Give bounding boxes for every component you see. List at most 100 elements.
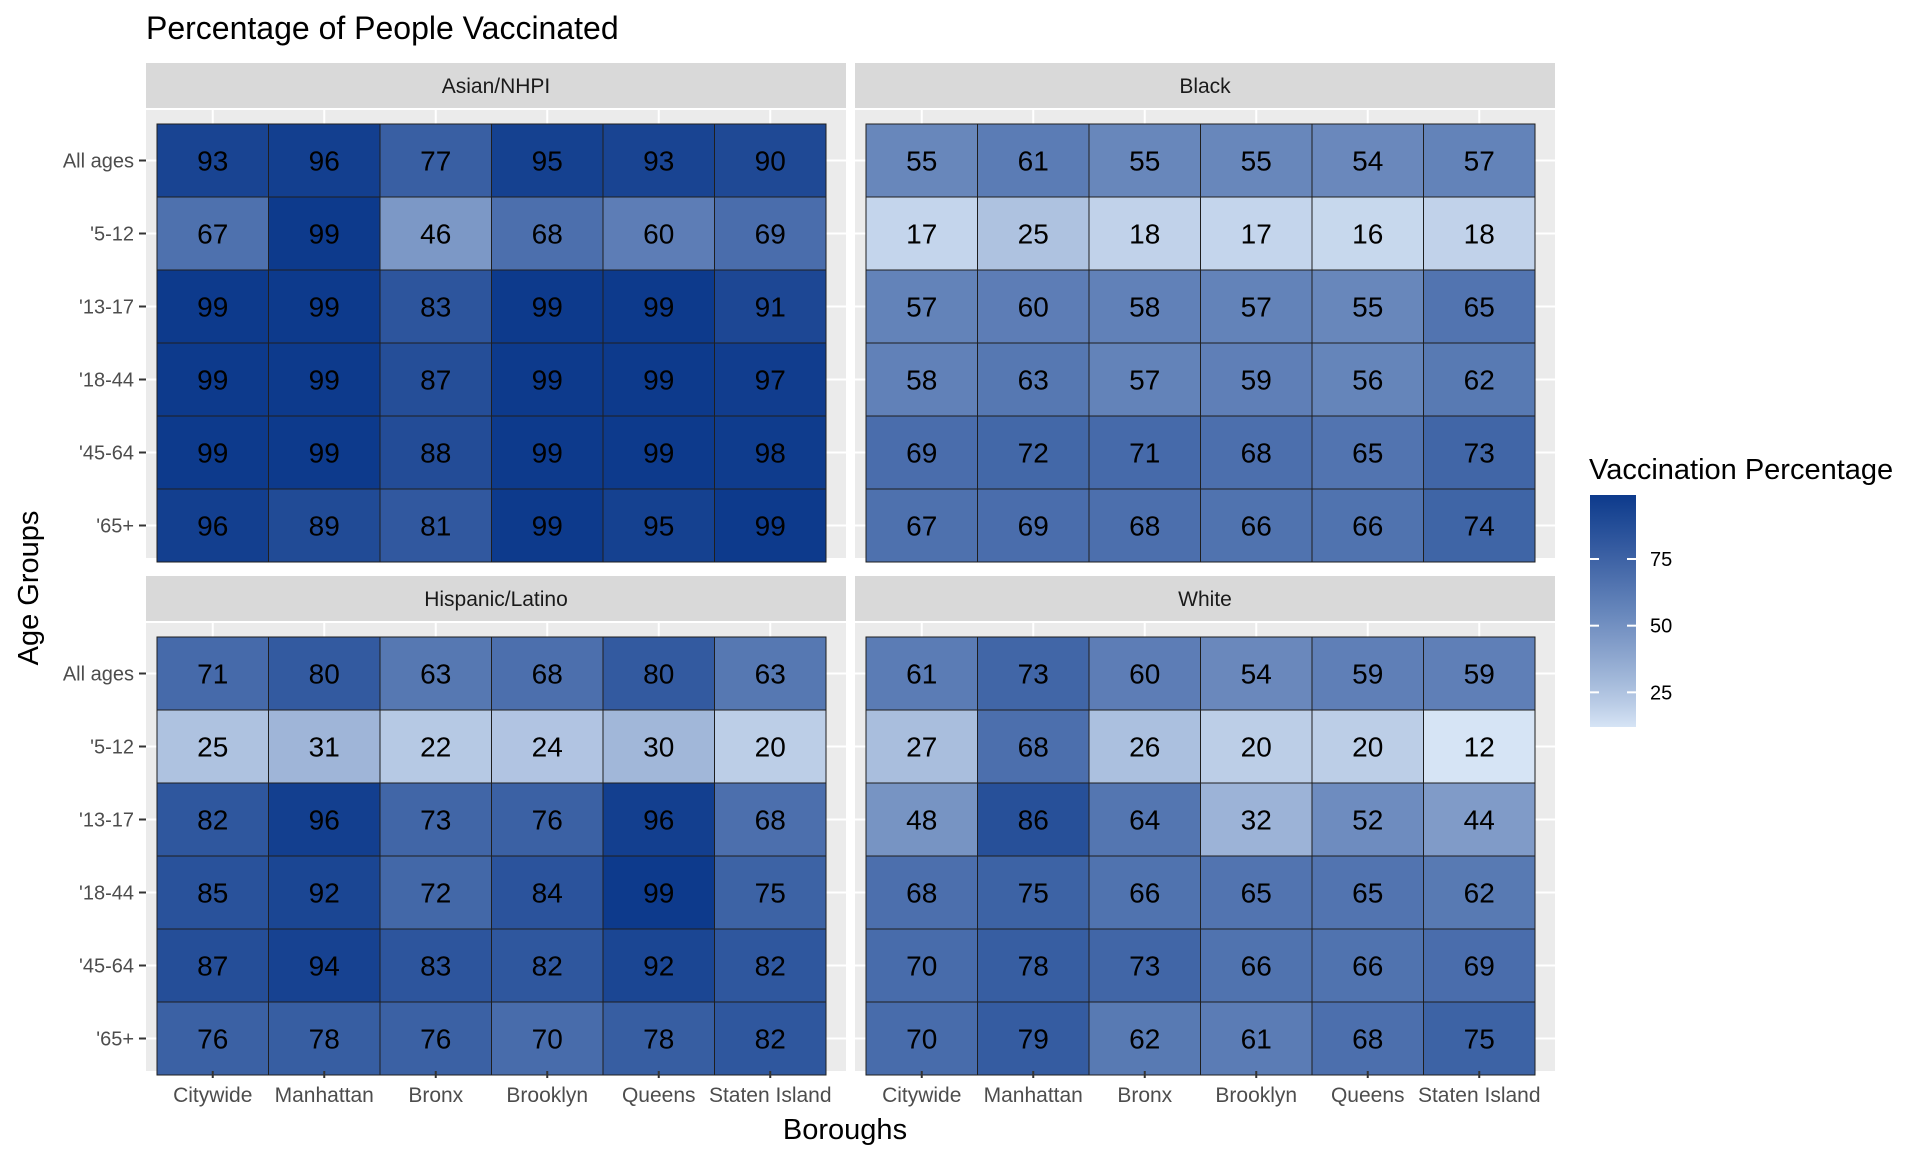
heatmap-cell — [865, 855, 978, 930]
heatmap-cell — [268, 1001, 381, 1076]
cell-value-label: 54 — [1352, 146, 1383, 177]
y-tick-label: '5-12 — [90, 224, 134, 246]
panel-hispanic-latino: Hispanic/Latino 71 80 63 68 80 63 25 31 22 24 30 20 8… — [63, 576, 846, 1107]
heatmap-cell — [1423, 123, 1536, 198]
cell-value-label: 12 — [1464, 732, 1495, 763]
heatmap-cell — [602, 488, 715, 563]
legend-title: Vaccination Percentage — [1589, 454, 1893, 486]
heatmap-cell — [1423, 855, 1536, 930]
heatmap-cell — [977, 855, 1090, 930]
heatmap-cell — [865, 269, 978, 344]
heatmap-cell — [977, 196, 1090, 271]
heatmap-cell — [865, 488, 978, 563]
cell-value-label: 70 — [906, 1024, 937, 1055]
cell-value-label: 95 — [532, 146, 563, 177]
legend: Vaccination Percentage 25 50 75 — [1589, 454, 1893, 727]
heatmap-cell — [977, 928, 1090, 1003]
cell-value-label: 69 — [755, 219, 786, 250]
cell-value-label: 68 — [532, 659, 563, 690]
heatmap-cell — [491, 123, 604, 198]
cell-value-label: 55 — [906, 146, 937, 177]
cell-value-label: 22 — [420, 732, 451, 763]
y-tick-label: All ages — [63, 664, 134, 686]
cell-value-label: 60 — [1018, 292, 1049, 323]
cell-value-label: 97 — [755, 365, 786, 396]
heatmap-cell — [977, 415, 1090, 490]
cell-value-label: 86 — [1018, 805, 1049, 836]
heatmap-cell — [491, 928, 604, 1003]
cell-value-label: 32 — [1241, 805, 1272, 836]
cell-value-label: 65 — [1352, 438, 1383, 469]
heatmap-cell — [602, 415, 715, 490]
cell-value-label: 70 — [532, 1024, 563, 1055]
cell-value-label: 98 — [755, 438, 786, 469]
panel-strip — [855, 576, 1555, 621]
cell-value-label: 27 — [906, 732, 937, 763]
panel-strip-label: White — [1178, 588, 1232, 611]
cell-value-label: 59 — [1352, 659, 1383, 690]
heatmap-cell — [1088, 269, 1201, 344]
heatmap-cell — [1423, 928, 1536, 1003]
cell-value-label: 93 — [197, 146, 228, 177]
chart-title: Percentage of People Vaccinated — [146, 10, 619, 46]
cell-value-label: 75 — [1018, 878, 1049, 909]
cell-value-label: 63 — [420, 659, 451, 690]
cell-value-label: 68 — [1129, 511, 1160, 542]
heatmap-cell — [977, 782, 1090, 857]
heatmap-cell — [156, 488, 269, 563]
panel-white: White 61 73 60 54 59 59 27 68 26 20 20 12 48 86 64 32 52 4… — [855, 576, 1555, 1107]
cell-value-label: 73 — [420, 805, 451, 836]
heatmap-cell — [714, 196, 827, 271]
heatmap-cell — [1088, 855, 1201, 930]
heatmap-cell — [268, 269, 381, 344]
cell-value-label: 99 — [532, 511, 563, 542]
cell-value-label: 99 — [197, 365, 228, 396]
cell-value-label: 26 — [1129, 732, 1160, 763]
x-tick-label: Queens — [622, 1084, 696, 1107]
cell-value-label: 55 — [1352, 292, 1383, 323]
cell-value-label: 66 — [1129, 878, 1160, 909]
heatmap-cell — [865, 196, 978, 271]
cell-value-label: 17 — [1241, 219, 1272, 250]
cell-value-label: 18 — [1129, 219, 1160, 250]
heatmap-cell — [268, 488, 381, 563]
cell-value-label: 31 — [309, 732, 340, 763]
y-axis-label: Age Groups — [13, 511, 45, 666]
cell-value-label: 66 — [1241, 951, 1272, 982]
cell-value-label: 61 — [906, 659, 937, 690]
cell-value-label: 48 — [906, 805, 937, 836]
cell-value-label: 57 — [1129, 365, 1160, 396]
cell-value-label: 59 — [1241, 365, 1272, 396]
heatmap-cell — [156, 269, 269, 344]
heatmap-cell — [491, 636, 604, 711]
cell-value-label: 78 — [643, 1024, 674, 1055]
heatmap-cell — [268, 342, 381, 417]
cell-value-label: 73 — [1129, 951, 1160, 982]
heatmap-cell — [268, 415, 381, 490]
heatmap-cell — [865, 342, 978, 417]
heatmap-cell — [491, 709, 604, 784]
heatmap-cell — [156, 928, 269, 1003]
heatmap-cell — [1200, 196, 1313, 271]
panel-asian-nhpi: Asian/NHPI 93 96 77 95 93 90 67 99 46 68 60 69 99 99 83… — [63, 63, 846, 563]
cell-value-label: 99 — [309, 219, 340, 250]
cell-value-label: 75 — [1464, 1024, 1495, 1055]
heatmap-cell — [491, 782, 604, 857]
heatmap-cell — [714, 269, 827, 344]
y-tick-label: '13-17 — [79, 810, 134, 832]
heatmap-cell — [1423, 488, 1536, 563]
heatmap-cell — [714, 1001, 827, 1076]
heatmap-cell — [602, 782, 715, 857]
cell-value-label: 57 — [1241, 292, 1272, 323]
heatmap-cell — [865, 709, 978, 784]
heatmap-cell — [379, 1001, 492, 1076]
cell-value-label: 59 — [1464, 659, 1495, 690]
cell-value-label: 16 — [1352, 219, 1383, 250]
heatmap-cell — [379, 855, 492, 930]
heatmap-cell — [379, 342, 492, 417]
heatmap-cell — [1200, 488, 1313, 563]
heatmap-cell — [1200, 269, 1313, 344]
cell-value-label: 99 — [643, 878, 674, 909]
cell-value-label: 76 — [420, 1024, 451, 1055]
